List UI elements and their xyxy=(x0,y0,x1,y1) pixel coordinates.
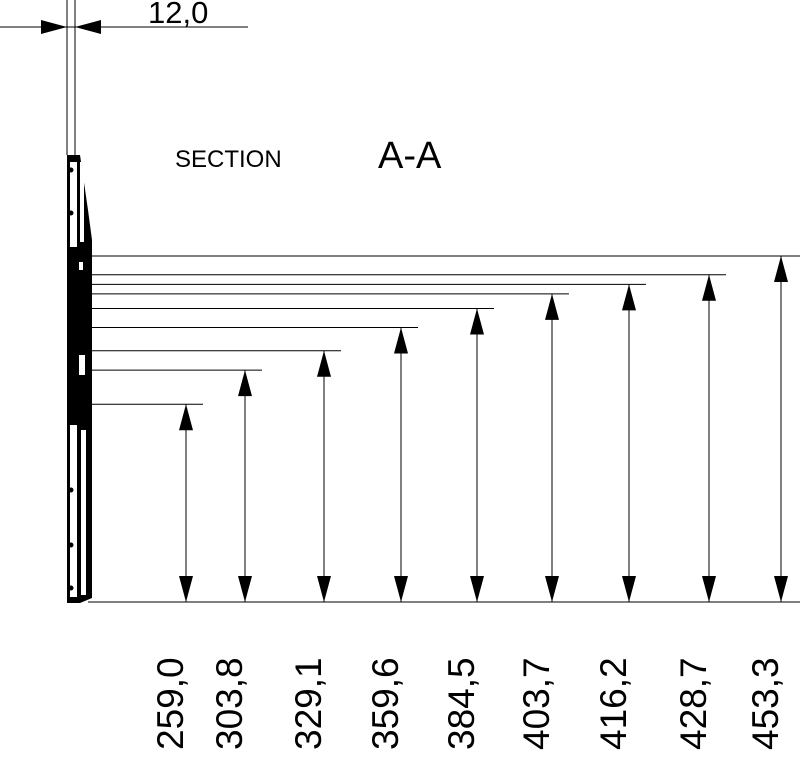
section-title: SECTION A-A xyxy=(175,135,442,177)
arrow-up-icon xyxy=(179,404,193,431)
dimension-label: 428,7 xyxy=(673,657,714,750)
arrow-up-icon xyxy=(622,284,636,311)
arrow-down-icon xyxy=(774,576,788,602)
section-title-prefix: SECTION xyxy=(175,146,282,173)
arrow-up-icon xyxy=(702,274,716,301)
arrow-down-icon xyxy=(238,576,252,602)
panel-section-profile xyxy=(67,155,92,603)
arrow-down-icon xyxy=(394,576,408,602)
arrow-up-icon xyxy=(470,308,484,335)
section-title-label: A-A xyxy=(378,135,442,177)
dimension-label: 329,1 xyxy=(288,657,329,750)
arrow-down-icon xyxy=(545,576,559,602)
thickness-label: 12,0 xyxy=(148,0,208,30)
thickness-dimension: 12,0 xyxy=(0,0,248,155)
arrow-up-icon xyxy=(545,293,559,320)
dimension-label: 259,0 xyxy=(150,657,191,750)
dimension-label: 403,7 xyxy=(516,657,557,750)
dimension-label: 416,2 xyxy=(593,657,634,750)
arrow-left-icon xyxy=(75,20,101,34)
dimension-label: 359,6 xyxy=(365,657,406,750)
arrow-up-icon xyxy=(238,370,252,397)
height-dimensions: 259,0 303,8 329,1 359,6 384,5 403,7 416,2 428,7… xyxy=(92,255,800,750)
arrow-down-icon xyxy=(622,576,636,602)
dimension-label: 303,8 xyxy=(209,657,250,750)
dimension-label: 384,5 xyxy=(441,657,482,750)
arrow-down-icon xyxy=(317,576,331,602)
dimension-label: 453,3 xyxy=(745,657,786,750)
arrow-down-icon xyxy=(179,576,193,602)
arrow-down-icon xyxy=(702,576,716,602)
arrow-down-icon xyxy=(470,576,484,602)
arrow-up-icon xyxy=(774,256,788,282)
arrow-up-icon xyxy=(317,350,331,377)
arrow-right-icon xyxy=(41,20,67,34)
arrow-up-icon xyxy=(394,327,408,354)
